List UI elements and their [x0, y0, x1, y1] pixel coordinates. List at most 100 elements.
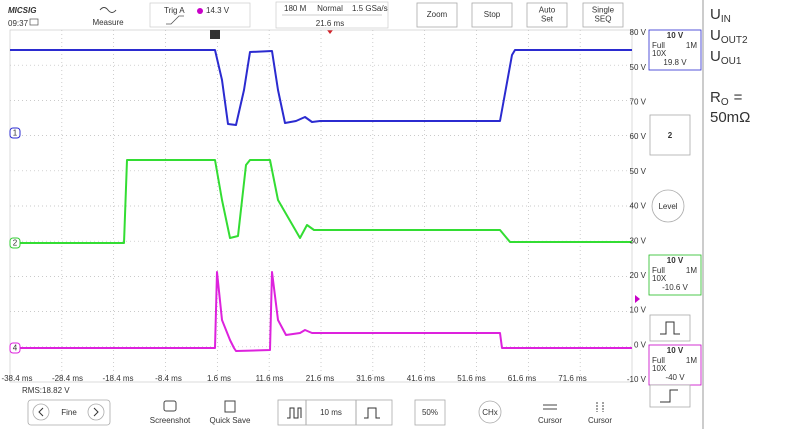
- channel-scale: 10 V: [667, 31, 684, 40]
- time-label: -28.4 ms: [52, 374, 83, 383]
- legend-entry: UOU1: [710, 48, 742, 67]
- channel-probe: 10X: [652, 49, 667, 58]
- channel-marker: 4: [13, 344, 18, 353]
- top-button[interactable]: [582, 2, 624, 28]
- top-button-label: Single: [592, 6, 615, 15]
- cursor-1[interactable]: Cursor: [538, 416, 562, 425]
- voltage-label: 30 V: [630, 236, 647, 245]
- trigger-level: 14.3 V: [206, 6, 230, 15]
- channel-select[interactable]: CHx: [482, 408, 498, 417]
- horizontal-position: 21.6 ms: [316, 19, 344, 28]
- trigger-source: Trig A: [164, 6, 185, 15]
- channel-panel[interactable]: [648, 344, 702, 386]
- clock: 09:37: [8, 19, 29, 28]
- screen-labels: -38.4 ms -28.4 ms -18.4 ms -8.4 ms 1.6 ms 11.…: [1, 28, 646, 384]
- legend-entry: UIN: [710, 6, 731, 25]
- legend-subscript: OU1: [721, 56, 742, 67]
- time-label: 71.6 ms: [558, 374, 586, 383]
- trigger-channel-dot: [197, 8, 203, 14]
- fine-label: Fine: [61, 408, 77, 417]
- fifty-percent-button[interactable]: 50%: [422, 408, 438, 417]
- top-bar: MICSIG 09:37 Measure Trig A 14.3 V 180 M…: [8, 1, 389, 34]
- top-button[interactable]: [416, 2, 458, 28]
- channel-marker: 1: [13, 129, 18, 138]
- channel-scale: 10 V: [667, 346, 684, 355]
- voltage-label: 10 V: [630, 306, 647, 315]
- measure-icon[interactable]: [99, 7, 117, 13]
- top-button[interactable]: [471, 2, 513, 28]
- trace-ch4: [10, 271, 632, 352]
- logo: MICSIG: [8, 6, 36, 15]
- timebase-faster[interactable]: [287, 407, 302, 419]
- fine-group: [27, 399, 111, 426]
- trigger-box[interactable]: [149, 2, 251, 28]
- channel-impedance: 1M: [686, 266, 697, 275]
- channel-offset: -40 V: [665, 373, 685, 382]
- screenshot-icon[interactable]: [163, 400, 177, 412]
- channel-button-box[interactable]: [649, 114, 691, 156]
- voltage-label: 60 V: [630, 132, 647, 141]
- quick-save-button[interactable]: Quick Save: [210, 416, 251, 425]
- trigger-marker-box: [210, 30, 220, 39]
- voltage-label: 80 V: [630, 28, 647, 37]
- fine-left[interactable]: [32, 403, 50, 421]
- resistance-subscript: O: [721, 97, 729, 108]
- fifty-percent-box[interactable]: [414, 399, 446, 426]
- time-label: 1.6 ms: [207, 374, 231, 383]
- legend-symbol: U: [710, 6, 721, 23]
- time-label: 21.6 ms: [306, 374, 334, 383]
- left-arrow: [38, 407, 44, 417]
- resistance-value: 50mΩ: [710, 109, 750, 126]
- plot-frame: [9, 29, 633, 383]
- cursor-h-icon[interactable]: [543, 404, 557, 410]
- top-button-label: Zoom: [427, 10, 448, 19]
- voltage-label: 50 V: [630, 167, 647, 176]
- channel-marker-box: [9, 237, 21, 249]
- top-button[interactable]: [526, 2, 568, 28]
- legend-symbol: U: [710, 48, 721, 65]
- voltage-label: 40 V: [630, 202, 647, 211]
- level-button[interactable]: Level: [658, 202, 677, 211]
- legend-subscript: IN: [721, 14, 731, 25]
- channel-coupling: Full: [652, 356, 665, 365]
- screenshot-button[interactable]: Screenshot: [150, 416, 191, 425]
- trace-ch1: [10, 49, 632, 126]
- channel-probe: 10X: [652, 364, 667, 373]
- cursor-v-icon[interactable]: [596, 402, 604, 412]
- level-knob[interactable]: [651, 189, 685, 223]
- channel-panel[interactable]: [648, 29, 702, 71]
- timebase-slower[interactable]: [364, 407, 380, 419]
- memory-depth: 180 M: [284, 4, 307, 13]
- trigger-type-box[interactable]: [649, 314, 691, 342]
- channel-panel[interactable]: [648, 254, 702, 296]
- measure-button[interactable]: Measure: [92, 18, 124, 27]
- fine-right[interactable]: [87, 403, 105, 421]
- save-icon[interactable]: [224, 400, 236, 413]
- legend-subscript: OUT2: [721, 35, 748, 46]
- equals: =: [734, 89, 743, 106]
- chx-knob[interactable]: [478, 400, 502, 424]
- edge-icon: [660, 389, 678, 403]
- trigger-level-arrow: [635, 295, 640, 303]
- channel-marker-box: [9, 342, 21, 354]
- channel-offset: -10.6 V: [662, 283, 688, 292]
- sample-rate: 1.5 GSa/s: [352, 4, 388, 13]
- right-arrow: [93, 407, 99, 417]
- channel-scale: 10 V: [667, 256, 684, 265]
- time-label: -8.4 ms: [155, 374, 182, 383]
- channel-coupling: Full: [652, 266, 665, 275]
- voltage-label: 0 V: [634, 340, 647, 349]
- top-button-label: Set: [541, 15, 554, 24]
- timebase: 10 ms: [320, 408, 342, 417]
- position-marker: [327, 30, 333, 34]
- acquisition-box[interactable]: [275, 1, 389, 29]
- timebase-group: [277, 399, 393, 426]
- channel-button[interactable]: 2: [668, 131, 673, 140]
- cursor-2[interactable]: Cursor: [588, 416, 612, 425]
- trigger-edge-icon: [166, 15, 184, 25]
- measurement-readout: RMS:18.82 V: [22, 386, 70, 395]
- time-label: 61.6 ms: [508, 374, 536, 383]
- acquisition-mode: Normal: [317, 4, 343, 13]
